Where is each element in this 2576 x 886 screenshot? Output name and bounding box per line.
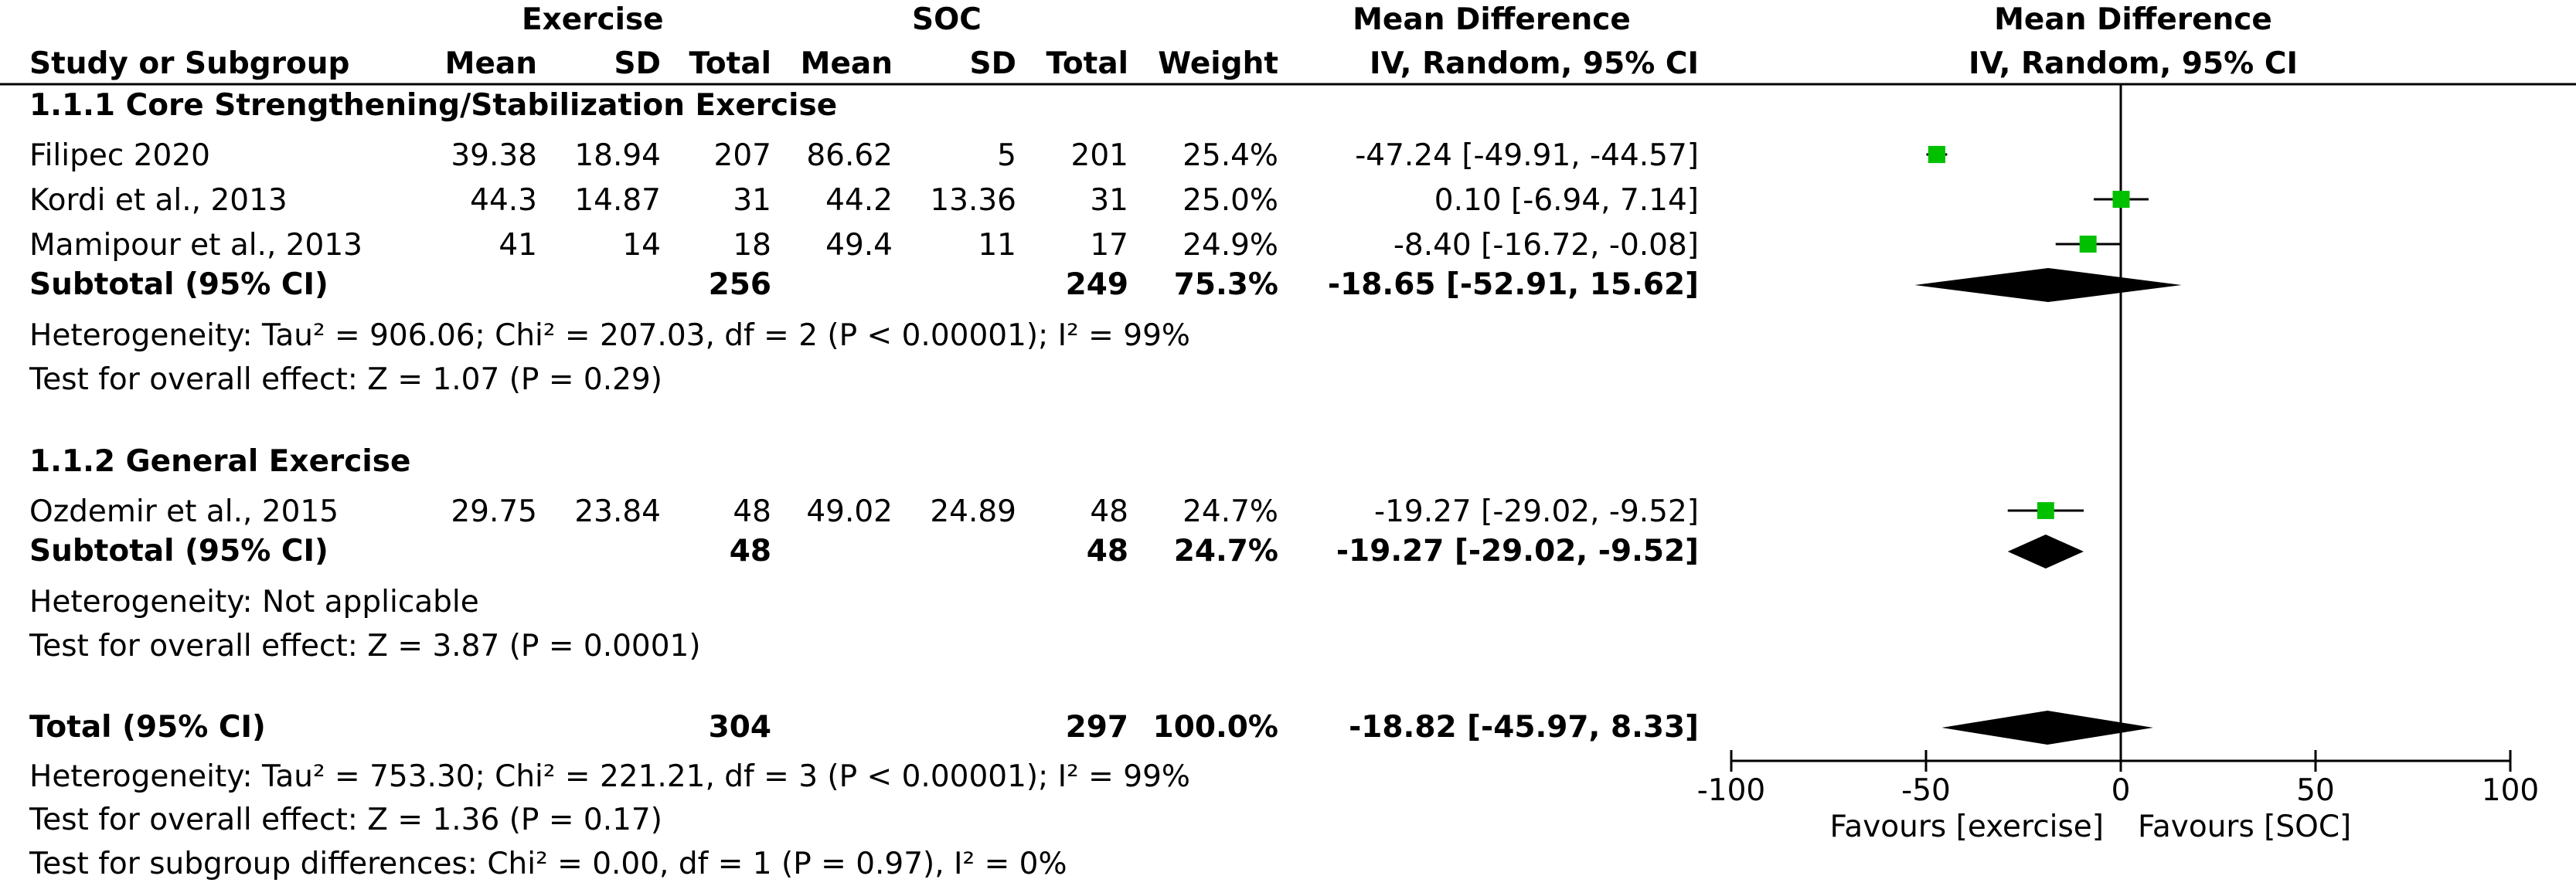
subtotal-total-2: 249 (1065, 267, 1128, 302)
sd-1: 23.84 (574, 494, 661, 529)
sd-1: 14 (622, 228, 661, 263)
header-total-1: Total (689, 46, 771, 81)
mean-2: 44.2 (825, 183, 893, 218)
mean-1: 44.3 (470, 183, 537, 218)
subgroup-differences-text: Test for subgroup differences: Chi² = 0.… (29, 847, 1067, 881)
total-total-1: 304 (708, 710, 771, 745)
sd-2: 24.89 (930, 494, 1016, 529)
subtotal-weight: 24.7% (1173, 534, 1278, 569)
subtotal-label: Subtotal (95% CI) (29, 534, 328, 569)
header-plot-title: Mean Difference (1994, 2, 2272, 37)
ci-text: -8.40 [-16.72, -0.08] (1393, 228, 1699, 263)
total-1: 31 (733, 183, 771, 218)
study-name: Filipec 2020 (29, 138, 210, 173)
favours-left-label: Favours [exercise] (1829, 810, 2104, 844)
study-name: Mamipour et al., 2013 (29, 228, 362, 263)
sd-2: 13.36 (930, 183, 1016, 218)
header-weight: Weight (1158, 46, 1278, 81)
header-effect-method: IV, Random, 95% CI (1370, 46, 1699, 81)
sd-2: 11 (978, 228, 1016, 263)
subtotal-ci-text: -18.65 [-52.91, 15.62] (1327, 267, 1699, 302)
subtotal-total-2: 48 (1086, 534, 1128, 569)
x-tick-label: -100 (1697, 773, 1766, 808)
overall-effect-text: Test for overall effect: Z = 1.07 (P = 0… (29, 362, 662, 397)
weight: 25.0% (1183, 183, 1278, 218)
summary-diamond (1914, 268, 2182, 302)
weight: 25.4% (1183, 138, 1278, 173)
header-plot-method: IV, Random, 95% CI (1969, 46, 2298, 81)
total-1: 48 (733, 494, 771, 529)
total-weight: 100.0% (1152, 710, 1278, 745)
study-point (2079, 236, 2097, 253)
favours-right-label: Favours [SOC] (2138, 810, 2351, 844)
x-tick-label: 100 (2482, 773, 2539, 808)
study-name: Ozdemir et al., 2015 (29, 494, 339, 529)
total-heterogeneity-text: Heterogeneity: Tau² = 753.30; Chi² = 221… (29, 759, 1190, 794)
mean-1: 39.38 (451, 138, 537, 173)
total-total-2: 297 (1065, 710, 1128, 745)
header-sd-1: SD (614, 46, 661, 81)
header-study: Study or Subgroup (29, 46, 350, 81)
sd-2: 5 (997, 138, 1016, 173)
header-soc: SOC (912, 2, 982, 37)
overall-effect-text: Test for overall effect: Z = 3.87 (P = 0… (29, 629, 701, 664)
subtotal-label: Subtotal (95% CI) (29, 267, 328, 302)
mean-2: 49.02 (806, 494, 893, 529)
header-mean-1: Mean (444, 46, 537, 81)
total-label: Total (95% CI) (29, 710, 266, 745)
total-2: 17 (1090, 228, 1128, 263)
total-1: 207 (713, 138, 771, 173)
subgroup-2-title: 1.1.2 General Exercise (29, 444, 411, 479)
ci-text: -47.24 [-49.91, -44.57] (1355, 138, 1699, 173)
mean-1: 41 (499, 228, 537, 263)
header-total-2: Total (1046, 46, 1128, 81)
total-1: 18 (733, 228, 771, 263)
heterogeneity-text: Heterogeneity: Not applicable (29, 585, 479, 620)
summary-diamond (2007, 535, 2084, 569)
total-overall-effect-text: Test for overall effect: Z = 1.36 (P = 0… (29, 803, 662, 837)
weight: 24.9% (1183, 228, 1278, 263)
subtotal-weight: 75.3% (1173, 267, 1278, 302)
x-tick-label: 50 (2296, 773, 2335, 808)
study-point (2037, 502, 2054, 519)
ci-text: 0.10 [-6.94, 7.14] (1434, 183, 1699, 218)
total-2: 31 (1090, 183, 1128, 218)
sd-1: 14.87 (574, 183, 661, 218)
subgroup-1-title: 1.1.1 Core Strengthening/Stabilization E… (29, 88, 838, 123)
x-tick-label: -50 (1901, 773, 1951, 808)
ci-text: -19.27 [-29.02, -9.52] (1374, 494, 1699, 529)
header-sd-2: SD (969, 46, 1016, 81)
header-effect-title: Mean Difference (1353, 2, 1631, 37)
weight: 24.7% (1183, 494, 1278, 529)
summary-diamond (1941, 711, 2153, 745)
header-exercise: Exercise (522, 2, 664, 37)
mean-2: 86.62 (806, 138, 893, 173)
header-mean-2: Mean (800, 46, 893, 81)
study-point (2112, 191, 2130, 208)
total-2: 201 (1070, 138, 1128, 173)
total-ci-text: -18.82 [-45.97, 8.33] (1349, 710, 1699, 745)
total-2: 48 (1090, 494, 1128, 529)
subtotal-ci-text: -19.27 [-29.02, -9.52] (1336, 534, 1699, 569)
mean-1: 29.75 (451, 494, 537, 529)
x-tick-label: 0 (2112, 773, 2131, 808)
sd-1: 18.94 (574, 138, 661, 173)
heterogeneity-text: Heterogeneity: Tau² = 906.06; Chi² = 207… (29, 318, 1190, 353)
subtotal-total-1: 256 (708, 267, 771, 302)
study-point (1928, 145, 1945, 164)
subtotal-total-1: 48 (729, 534, 771, 569)
mean-2: 49.4 (825, 228, 893, 263)
study-name: Kordi et al., 2013 (29, 183, 288, 218)
